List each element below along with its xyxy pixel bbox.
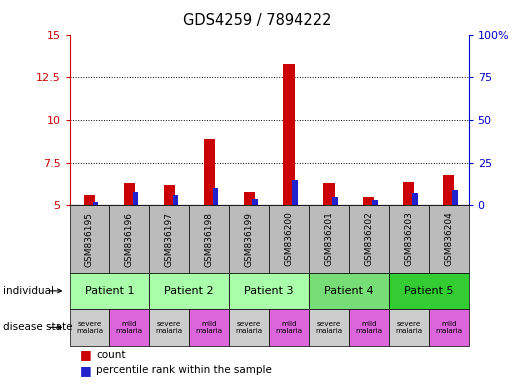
Bar bbox=[412, 194, 418, 205]
Text: GSM836202: GSM836202 bbox=[365, 212, 373, 266]
Text: GDS4259 / 7894222: GDS4259 / 7894222 bbox=[183, 13, 332, 28]
Text: mild
malaria: mild malaria bbox=[116, 321, 143, 334]
Bar bbox=[124, 183, 135, 205]
Bar bbox=[372, 200, 378, 205]
Text: mild
malaria: mild malaria bbox=[435, 321, 462, 334]
Bar bbox=[269, 205, 309, 273]
Bar bbox=[173, 195, 178, 205]
Text: GSM836197: GSM836197 bbox=[165, 212, 174, 266]
Bar bbox=[428, 309, 469, 346]
Bar bbox=[363, 197, 374, 205]
Bar bbox=[109, 309, 149, 346]
Text: severe
malaria: severe malaria bbox=[395, 321, 422, 334]
Bar bbox=[229, 205, 269, 273]
Bar bbox=[283, 64, 295, 205]
Bar bbox=[244, 192, 255, 205]
Bar bbox=[309, 273, 389, 309]
Text: GSM836201: GSM836201 bbox=[324, 212, 333, 266]
Bar bbox=[389, 273, 469, 309]
Bar bbox=[70, 273, 149, 309]
Bar bbox=[443, 175, 454, 205]
Text: Patient 4: Patient 4 bbox=[324, 286, 374, 296]
Text: severe
malaria: severe malaria bbox=[235, 321, 263, 334]
Bar bbox=[149, 205, 190, 273]
Text: severe
malaria: severe malaria bbox=[315, 321, 342, 334]
Bar bbox=[269, 309, 309, 346]
Text: ■: ■ bbox=[80, 364, 92, 377]
Text: mild
malaria: mild malaria bbox=[355, 321, 383, 334]
Text: disease state: disease state bbox=[3, 322, 72, 333]
Bar bbox=[403, 182, 415, 205]
Text: count: count bbox=[96, 350, 126, 360]
Bar bbox=[309, 205, 349, 273]
Bar bbox=[229, 273, 309, 309]
Bar bbox=[293, 180, 298, 205]
Text: GSM836199: GSM836199 bbox=[245, 212, 253, 266]
Text: GSM836196: GSM836196 bbox=[125, 212, 134, 266]
Bar bbox=[70, 309, 109, 346]
Text: GSM836200: GSM836200 bbox=[285, 212, 294, 266]
Text: Patient 1: Patient 1 bbox=[84, 286, 134, 296]
Text: GSM836203: GSM836203 bbox=[404, 212, 413, 266]
Text: ■: ■ bbox=[80, 348, 92, 361]
Text: severe
malaria: severe malaria bbox=[156, 321, 183, 334]
Bar bbox=[189, 205, 229, 273]
Bar bbox=[70, 205, 109, 273]
Text: Patient 3: Patient 3 bbox=[244, 286, 294, 296]
Text: mild
malaria: mild malaria bbox=[196, 321, 223, 334]
Bar bbox=[428, 205, 469, 273]
Text: GSM836204: GSM836204 bbox=[444, 212, 453, 266]
Text: severe
malaria: severe malaria bbox=[76, 321, 103, 334]
Text: Patient 5: Patient 5 bbox=[404, 286, 454, 296]
Bar bbox=[213, 189, 218, 205]
Bar bbox=[84, 195, 95, 205]
Bar bbox=[332, 197, 338, 205]
Bar bbox=[309, 309, 349, 346]
Bar bbox=[93, 202, 98, 205]
Bar bbox=[203, 139, 215, 205]
Text: individual: individual bbox=[3, 286, 54, 296]
Bar bbox=[149, 309, 190, 346]
Bar bbox=[149, 273, 229, 309]
Bar bbox=[389, 309, 428, 346]
Text: percentile rank within the sample: percentile rank within the sample bbox=[96, 365, 272, 375]
Bar bbox=[189, 309, 229, 346]
Bar bbox=[452, 190, 458, 205]
Text: GSM836195: GSM836195 bbox=[85, 212, 94, 266]
Bar bbox=[164, 185, 175, 205]
Text: GSM836198: GSM836198 bbox=[205, 212, 214, 266]
Bar bbox=[349, 205, 389, 273]
Bar bbox=[323, 183, 335, 205]
Bar bbox=[252, 199, 258, 205]
Text: Patient 2: Patient 2 bbox=[164, 286, 214, 296]
Bar bbox=[133, 192, 139, 205]
Bar bbox=[229, 309, 269, 346]
Text: mild
malaria: mild malaria bbox=[276, 321, 303, 334]
Bar bbox=[389, 205, 428, 273]
Bar bbox=[349, 309, 389, 346]
Bar bbox=[109, 205, 149, 273]
